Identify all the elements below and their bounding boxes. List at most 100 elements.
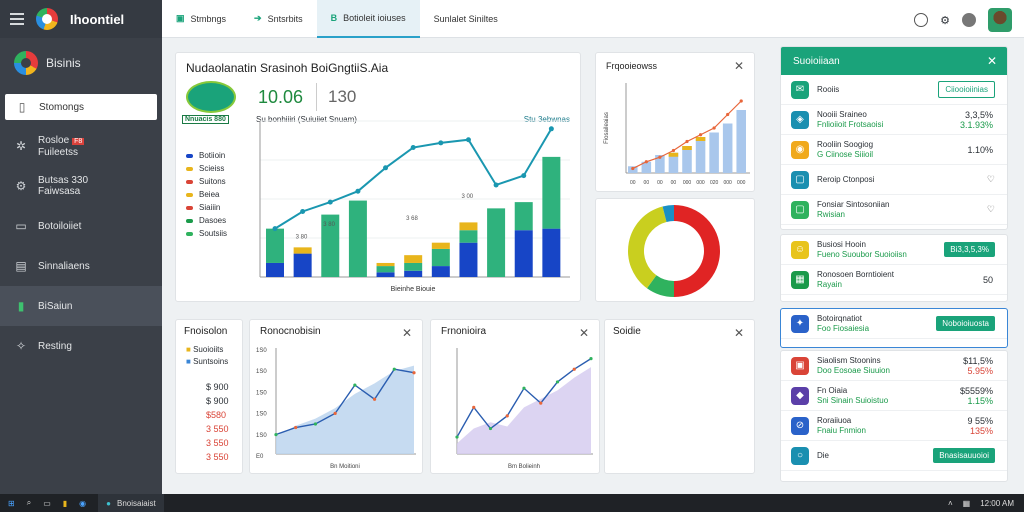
trend-line <box>274 128 553 230</box>
x-tick-label: 000 <box>723 180 732 186</box>
list-item[interactable]: ◆ Fn Oiaia Sni Sinain Suioistuo $5559% 1.15% <box>781 381 1007 411</box>
data-point <box>493 182 499 188</box>
legend-swatch-icon <box>186 219 193 223</box>
data-point <box>410 145 416 151</box>
chart-icon: ▮ <box>17 299 25 313</box>
list-item-sublabel: G Ciinose Siiioil <box>817 149 874 159</box>
heart-icon[interactable]: ♡ <box>986 204 995 214</box>
list-item[interactable]: ✦ Botoirqnatiot Foo Fiosaiesia Noboioiuosta <box>781 309 1007 339</box>
list-item[interactable]: ○ Die Bnasisauuoioi <box>781 441 1007 471</box>
list-item[interactable]: ⊘ Roraiiuoa Fnaiu Fnmion 9 55% 135% <box>781 411 1007 441</box>
tag-button[interactable]: Noboioiuosta <box>936 316 995 331</box>
list-item-label: Siaolism Stoonins <box>817 355 881 365</box>
legend-label: Suitons <box>199 177 226 186</box>
search-icon[interactable]: ⌕ <box>26 498 32 507</box>
legend-label: Botiioin <box>199 151 226 160</box>
list-item[interactable]: ✉ Rooiis Ciiooioiinias <box>781 75 1007 105</box>
card-title: Frnonioira <box>441 326 487 337</box>
x-tick-label: 000 <box>683 180 692 186</box>
x-tick-label: 00 <box>671 180 677 186</box>
bar <box>459 222 478 231</box>
list-item[interactable]: ◉ Rooliin Soogiog G Ciinose Siiioil 1.10% <box>781 135 1007 165</box>
sidebar-item-stomongs[interactable]: ▯ Stomongs <box>5 94 157 120</box>
list-item-sublabel: Fnlioiioit Frotsaoisi <box>817 119 884 129</box>
avatar[interactable] <box>988 8 1012 32</box>
data-point <box>712 126 716 130</box>
close-icon[interactable]: ✕ <box>401 326 412 340</box>
gear-icon[interactable]: ⚙ <box>940 14 950 27</box>
box-icon: ▣ <box>791 356 809 375</box>
combo-chart: Bieinhe Biouie 3 80 3 80 3 68 3 00 <box>259 120 570 293</box>
list-item[interactable]: ▢ Fonsiar Sintosoniian Rwisian ♡ <box>781 195 1007 225</box>
tab-sunlalet[interactable]: Sunlalet Siniltes <box>420 0 512 38</box>
bar <box>321 214 340 277</box>
stat-value: 3 550 <box>206 452 229 462</box>
right-panel-group-2: ☺ Busiosi Hooin Fueno Suoubor Suoioiisn Bi3… <box>780 234 1008 302</box>
list-item[interactable]: ▣ Siaolism Stoonins Doo Eosoae Siuuion $11,… <box>781 351 1007 381</box>
bar-cap <box>695 137 706 141</box>
tag-button[interactable]: Ciiooioiinias <box>938 81 995 98</box>
x-tick-label: 020 <box>710 180 719 186</box>
list-item-sublabel: Rwisian <box>817 209 846 219</box>
status-badge: F8 <box>72 137 85 145</box>
sidebar-item-rosloe[interactable]: ✲ Rosloe F8 Fuileetss <box>0 126 162 166</box>
bar <box>266 228 284 263</box>
value: $5559% <box>959 385 993 396</box>
tag-button[interactable]: Bnasisauuoioi <box>933 448 995 463</box>
sidebar-item-botoiloiiet[interactable]: ▭ Botoiloiiet <box>0 206 162 246</box>
y-tick-label: 1S0 <box>256 433 267 439</box>
data-point <box>438 140 444 146</box>
bar <box>514 230 533 277</box>
bar-label: 3 80 <box>296 235 308 241</box>
panel-header: Suoioiiaan ✕ <box>781 47 1007 75</box>
heart-icon[interactable]: ♡ <box>986 174 995 184</box>
sidebar-item-label: Botoiloiiet <box>38 220 82 232</box>
sidebar-item-sinnaliaens[interactable]: ▤ Sinnaliaens <box>0 246 162 286</box>
list-item-label: Busiosi Hooin <box>817 239 866 249</box>
value-delta: 135% <box>969 425 993 436</box>
data-point <box>353 383 357 387</box>
taskview-icon[interactable]: ▭ <box>43 498 51 508</box>
data-point <box>631 166 635 171</box>
folder-icon[interactable]: ▮ <box>62 498 68 508</box>
system-tray: ˄ ▦ 12:00 AM <box>948 499 1014 508</box>
tab-sntsrbits[interactable]: ➔ Sntsrbits <box>240 0 317 38</box>
value-group: 3,3,5% 3.1.93% <box>960 110 993 130</box>
network-icon[interactable]: ▦ <box>962 498 971 508</box>
list-item-sublabel: Sni Sinain Suioistuo <box>817 395 889 405</box>
close-icon[interactable]: ✕ <box>733 326 744 340</box>
close-icon[interactable]: ✕ <box>986 54 997 68</box>
tab-botioleit[interactable]: B Botioleit ioiuses <box>316 0 420 38</box>
taskbar-app[interactable]: ● Bnoisaiaist <box>98 494 164 512</box>
close-icon[interactable]: ✕ <box>578 326 589 340</box>
user-icon[interactable] <box>962 13 976 27</box>
list-item[interactable]: ☺ Busiosi Hooin Fueno Suoubor Suoioiisn Bi3… <box>781 235 1007 265</box>
list-item[interactable]: ▢ Reroip Ctonposi ♡ <box>781 165 1007 195</box>
browser-icon[interactable]: ◉ <box>79 498 87 508</box>
sidebar-item-resting[interactable]: ✧ Resting <box>0 326 162 366</box>
sidebar: Ihoontiel Bisinis ▯ Stomongs ✲ Rosloe F8 … <box>0 0 162 494</box>
sidebar-item-butsas[interactable]: ⚙ Butsas 330 Faiwsasa <box>0 166 162 206</box>
clock-icon[interactable] <box>914 13 929 27</box>
data-point <box>294 425 298 430</box>
y-tick-label: 1S0 <box>256 412 267 418</box>
menu-icon[interactable] <box>10 13 24 25</box>
doc-icon: ▯ <box>18 100 26 114</box>
sidebar-brand[interactable]: Bisinis <box>0 38 162 88</box>
chevron-up-icon[interactable]: ˄ <box>947 498 953 508</box>
chart-legend: Botiioin Scieiss Suitons Beiea Siaiiin Dasoes… <box>186 149 252 240</box>
list-item[interactable]: ◈ Nooiii Sraineo Fnlioiioit Frotsaoisi 3,3,… <box>781 105 1007 135</box>
clock-text[interactable]: 12:00 AM <box>980 498 1014 508</box>
tab-stmbngs[interactable]: ▣ Stmbngs <box>162 0 240 38</box>
sidebar-item-bisaiun[interactable]: ▮ BiSaiun <box>0 286 162 326</box>
windows-icon[interactable]: ⊞ <box>8 498 15 508</box>
bar <box>376 262 395 267</box>
link-icon: ⊘ <box>791 416 809 435</box>
tag-button[interactable]: Bi3,3,5,3% <box>944 242 995 257</box>
list-item[interactable]: ▦ Ronosoen Borntioient Rayain 50 <box>781 265 1007 295</box>
close-icon[interactable]: ✕ <box>733 59 744 73</box>
chat-icon: ▢ <box>791 200 809 219</box>
badge: Nnuacis 880 <box>182 115 229 124</box>
data-point <box>465 137 471 143</box>
y-axis-label: Fiosaileaias <box>604 112 610 144</box>
